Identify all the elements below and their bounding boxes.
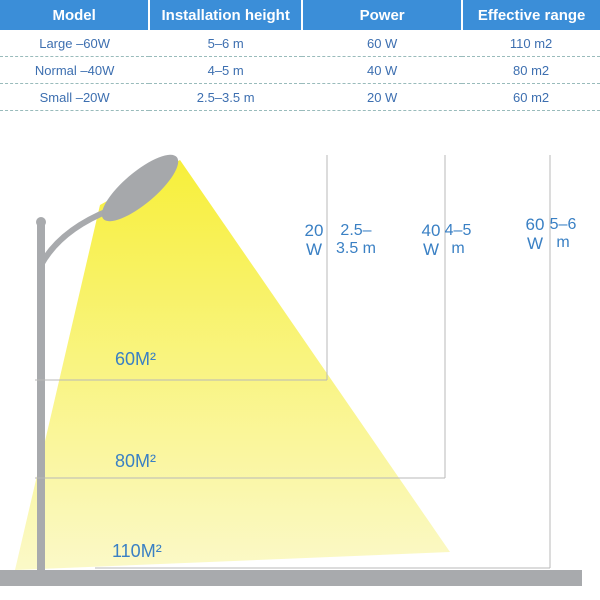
ground: [0, 570, 582, 586]
area-label: 60M²: [115, 349, 157, 369]
table-row: Small –20W 2.5–3.5 m 20 W 60 m2: [0, 83, 600, 111]
table-cell: 40 W: [302, 56, 463, 84]
table-cell: 2.5–3.5 m: [149, 83, 303, 111]
power-label: 40 W: [421, 221, 441, 259]
header-cell: Installation height: [148, 0, 303, 30]
power-label: 20 W: [304, 221, 324, 259]
header-cell: Power: [301, 0, 463, 30]
table-cell: 4–5 m: [149, 56, 303, 84]
area-label: 110M²: [112, 541, 162, 561]
height-label: 4–5 m: [444, 222, 472, 257]
table-row: Normal –40W 4–5 m 40 W 80 m2: [0, 56, 600, 84]
table-cell: Small –20W: [0, 83, 150, 111]
spec-table: Model Installation height Power Effective r…: [0, 0, 600, 111]
height-label: 5–6 m: [549, 216, 577, 251]
table-cell: 80 m2: [462, 56, 600, 84]
table-cell: 5–6 m: [149, 30, 303, 57]
table-cell: Normal –40W: [0, 56, 150, 84]
lamp-head: [101, 154, 179, 222]
table-cell: 20 W: [302, 83, 463, 111]
table-cell: 110 m2: [462, 30, 600, 57]
table-cell: 60 m2: [462, 83, 600, 111]
pole-top: [36, 217, 46, 227]
area-label: 80M²: [115, 451, 157, 471]
light-cone: [15, 160, 450, 570]
arm: [38, 207, 112, 267]
table-cell: Large –60W: [0, 30, 150, 57]
table-row: Large –60W 5–6 m 60 W 110 m2: [0, 30, 600, 57]
header-cell: Effective range: [461, 0, 600, 30]
power-label: 60 W: [525, 215, 545, 253]
table-cell: 60 W: [302, 30, 463, 57]
header-cell: Model: [0, 0, 150, 30]
pole: [37, 222, 45, 574]
height-label: 2.5–3.5 m: [335, 222, 376, 257]
